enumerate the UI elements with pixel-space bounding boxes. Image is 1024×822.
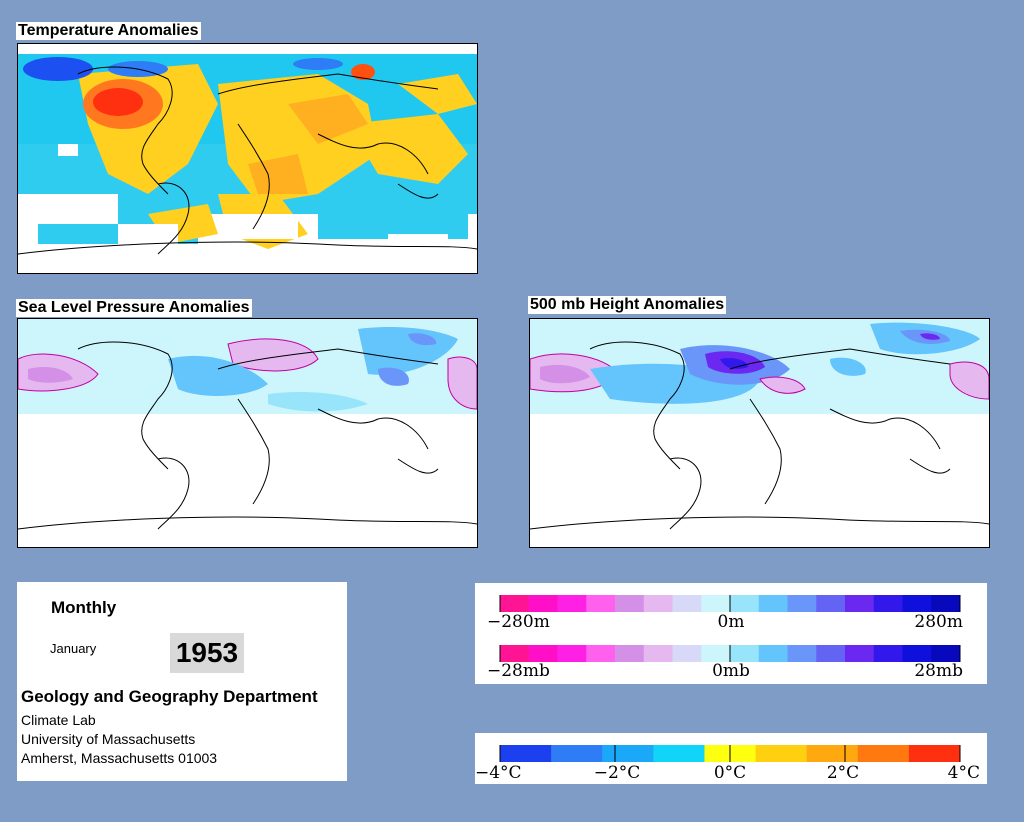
color-swatch	[615, 595, 645, 612]
color-swatch	[857, 745, 910, 762]
temp-label-neg2: −2°C	[594, 763, 641, 783]
height-label-max: 280m	[914, 612, 963, 632]
color-swatch	[845, 595, 875, 612]
height-label-min: −280m	[487, 612, 550, 632]
address: Amherst, Massachusetts 01003	[21, 750, 218, 766]
height-anomalies-title: 500 mb Height Anomalies	[528, 296, 727, 314]
color-swatch	[500, 745, 552, 762]
color-swatch	[701, 595, 731, 612]
color-swatch	[908, 745, 961, 762]
color-swatch	[845, 645, 875, 662]
temperature-color-bar	[499, 745, 961, 762]
info-panel: Monthly January 1953 Geology and Geograp…	[17, 582, 347, 781]
temp-label-2: 2°C	[827, 763, 859, 783]
color-swatch	[730, 645, 760, 662]
slp-anomalies-title: Sea Level Pressure Anomalies	[16, 299, 252, 317]
color-swatch	[931, 645, 961, 662]
temperature-anomaly-map	[17, 43, 478, 274]
department-name: Geology and Geography Department	[21, 687, 318, 706]
color-swatch	[902, 645, 932, 662]
color-swatch	[806, 745, 859, 762]
month-label: January	[50, 641, 97, 656]
pressure-color-bar	[499, 645, 961, 662]
height-pressure-legend: −280m 0m 280m −28mb 0mb 28mb	[475, 583, 987, 684]
color-swatch	[557, 645, 587, 662]
height-anomaly-map	[529, 318, 990, 548]
color-swatch	[816, 645, 846, 662]
lab-name: Climate Lab	[21, 712, 96, 728]
height-color-bar	[499, 595, 961, 612]
color-swatch	[615, 645, 645, 662]
color-swatch	[730, 595, 760, 612]
color-swatch	[902, 595, 932, 612]
color-swatch	[528, 595, 558, 612]
pressure-label-max: 28mb	[914, 661, 963, 681]
temp-label-4: 4°C	[948, 763, 980, 783]
color-swatch	[557, 595, 587, 612]
color-swatch	[873, 595, 903, 612]
color-swatch	[758, 645, 788, 662]
color-swatch	[602, 745, 654, 762]
color-swatch	[787, 595, 817, 612]
color-swatch	[672, 595, 702, 612]
color-swatch	[643, 595, 673, 612]
period-label: Monthly	[51, 598, 117, 617]
pressure-label-min: −28mb	[487, 661, 550, 681]
color-swatch	[931, 595, 961, 612]
temp-label-neg4: −4°C	[475, 763, 522, 783]
temperature-anomalies-title: Temperature Anomalies	[16, 22, 201, 40]
height-label-zero: 0m	[718, 612, 745, 632]
color-swatch	[586, 595, 616, 612]
slp-anomaly-map	[17, 318, 478, 548]
color-swatch	[528, 645, 558, 662]
color-swatch	[500, 595, 530, 612]
university-name: University of Massachusetts	[21, 731, 196, 747]
temperature-legend: −4°C −2°C 0°C 2°C 4°C	[475, 733, 987, 784]
color-swatch	[586, 645, 616, 662]
color-swatch	[873, 645, 903, 662]
year-display: 1953	[170, 633, 244, 673]
color-swatch	[758, 595, 788, 612]
temp-label-0: 0°C	[714, 763, 746, 783]
color-swatch	[653, 745, 705, 762]
color-swatch	[643, 645, 673, 662]
color-swatch	[816, 595, 846, 612]
pressure-label-zero: 0mb	[712, 661, 750, 681]
color-swatch	[701, 645, 731, 662]
color-swatch	[672, 645, 702, 662]
color-swatch	[551, 745, 603, 762]
color-swatch	[755, 745, 808, 762]
color-swatch	[500, 645, 530, 662]
color-swatch	[787, 645, 817, 662]
